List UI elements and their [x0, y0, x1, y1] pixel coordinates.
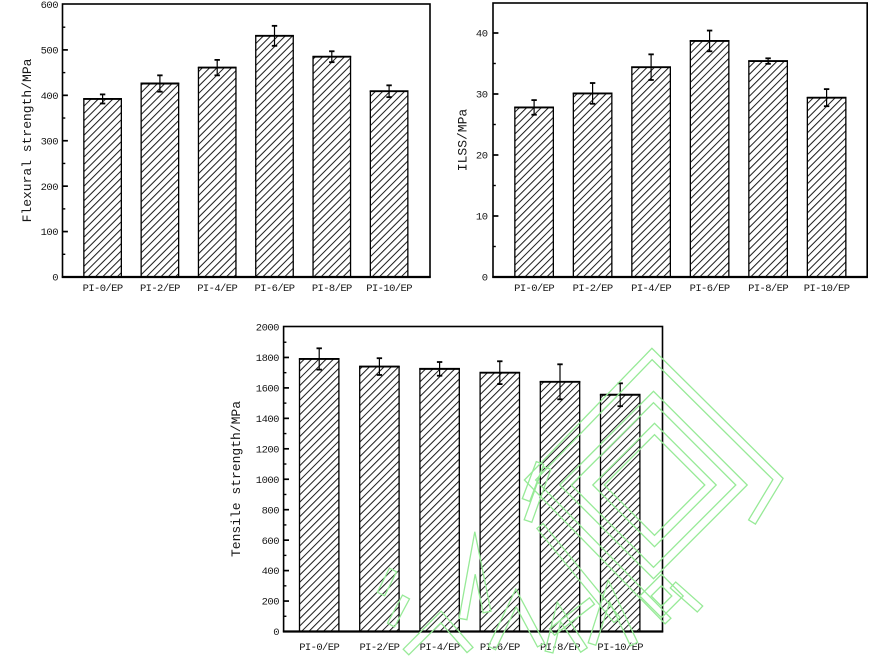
svg-text:PI-0/EP: PI-0/EP: [83, 283, 123, 295]
svg-text:ILSS/MPa: ILSS/MPa: [456, 109, 471, 172]
svg-text:100: 100: [41, 227, 59, 239]
svg-text:20: 20: [476, 151, 488, 163]
svg-text:PI-4/EP: PI-4/EP: [420, 642, 460, 654]
svg-text:1200: 1200: [256, 444, 279, 456]
svg-text:PI-10/EP: PI-10/EP: [366, 283, 412, 295]
svg-text:PI-6/EP: PI-6/EP: [690, 283, 730, 295]
svg-text:300: 300: [41, 136, 59, 148]
svg-text:PI-4/EP: PI-4/EP: [631, 283, 671, 295]
svg-text:PI-10/EP: PI-10/EP: [804, 283, 850, 295]
svg-text:0: 0: [273, 627, 279, 639]
svg-text:400: 400: [262, 566, 280, 578]
svg-text:PI-8/EP: PI-8/EP: [540, 642, 580, 654]
svg-text:PI-6/EP: PI-6/EP: [255, 283, 295, 295]
svg-text:500: 500: [41, 46, 59, 58]
svg-text:40: 40: [476, 29, 488, 41]
svg-text:PI-0/EP: PI-0/EP: [299, 642, 339, 654]
svg-text:PI-10/EP: PI-10/EP: [597, 642, 643, 654]
svg-text:600: 600: [262, 536, 280, 548]
svg-text:1600: 1600: [256, 384, 279, 396]
svg-text:1000: 1000: [256, 475, 279, 487]
svg-text:0: 0: [52, 273, 58, 285]
svg-text:0: 0: [482, 273, 488, 285]
svg-text:30: 30: [476, 90, 488, 102]
svg-text:PI-2/EP: PI-2/EP: [140, 283, 180, 295]
svg-text:Flexural strength/MPa: Flexural strength/MPa: [20, 58, 35, 222]
svg-text:PI-2/EP: PI-2/EP: [359, 642, 399, 654]
svg-text:Tensile strength/MPa: Tensile strength/MPa: [229, 401, 244, 557]
svg-text:PI-8/EP: PI-8/EP: [748, 283, 788, 295]
svg-text:200: 200: [262, 597, 280, 609]
svg-text:200: 200: [41, 182, 59, 194]
svg-text:1400: 1400: [256, 414, 279, 426]
svg-text:PI-2/EP: PI-2/EP: [573, 283, 613, 295]
svg-text:800: 800: [262, 505, 280, 517]
svg-text:2000: 2000: [256, 323, 279, 335]
svg-text:400: 400: [41, 91, 59, 103]
svg-text:10: 10: [476, 212, 488, 224]
svg-text:PI-6/EP: PI-6/EP: [480, 642, 520, 654]
svg-text:1800: 1800: [256, 353, 279, 365]
svg-text:PI-8/EP: PI-8/EP: [312, 283, 352, 295]
svg-text:600: 600: [41, 0, 59, 12]
svg-text:PI-4/EP: PI-4/EP: [197, 283, 237, 295]
svg-text:PI-0/EP: PI-0/EP: [514, 283, 554, 295]
